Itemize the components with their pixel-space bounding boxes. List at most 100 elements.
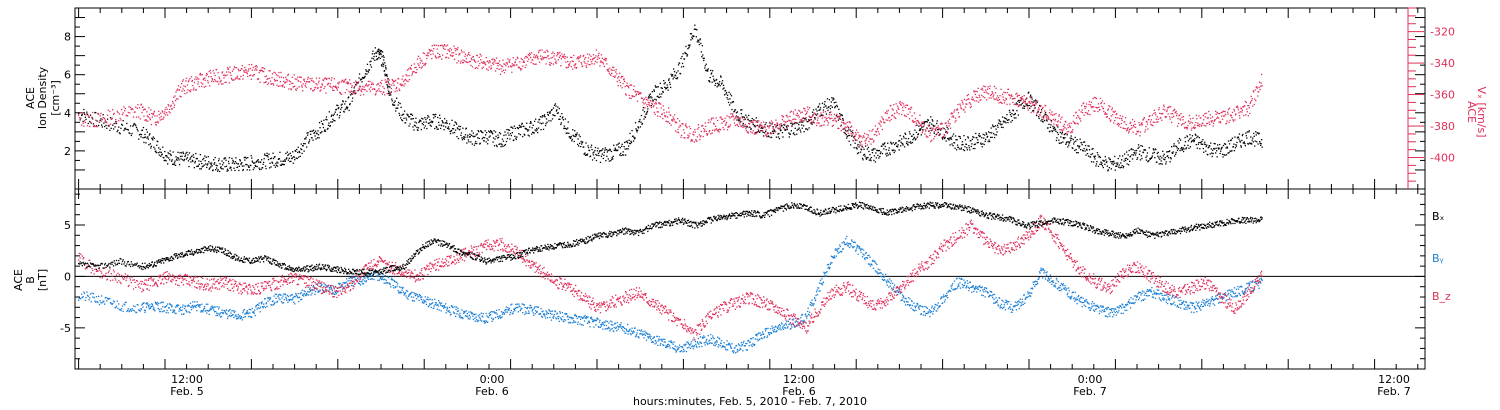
data-point [1094,158,1096,160]
data-point [605,148,607,151]
data-point [564,57,566,60]
data-point [206,72,208,75]
data-point [1148,118,1150,121]
data-point [994,92,997,94]
data-point [269,80,272,82]
data-point [128,132,130,134]
data-point [1168,157,1170,159]
data-point [859,142,862,144]
data-point [251,160,253,162]
data-point [81,112,83,114]
data-point [184,155,186,158]
data-point [853,140,855,142]
data-point [87,122,89,125]
data-point [872,148,875,150]
data-point [1193,126,1195,128]
data-point [682,123,684,125]
data-point [915,124,917,127]
data-point [196,157,198,160]
data-point [501,70,503,73]
data-point [726,115,728,117]
data-point [1071,137,1073,140]
data-point [1082,112,1084,114]
data-point [356,82,358,84]
data-point [934,125,936,127]
data-point [922,130,924,132]
data-point [792,111,794,113]
data-point [167,104,169,106]
data-point [1247,143,1249,145]
data-point [924,129,926,131]
data-point [1061,133,1063,135]
data-point [343,111,345,113]
data-point [1005,98,1008,100]
data-point [686,55,688,57]
data-point [306,132,308,134]
data-point [91,117,93,119]
data-point [869,154,871,156]
data-point [840,125,842,127]
data-point [656,107,658,109]
data-point [298,80,300,82]
data-point [466,142,468,144]
data-point [787,116,789,118]
data-point [207,82,209,84]
data-point [227,68,230,70]
data-point [476,133,478,135]
data-point [997,97,1000,99]
data-point [1069,141,1071,143]
data-point [956,109,958,111]
data-point [979,135,981,137]
data-point [1130,124,1133,126]
data-point [531,127,533,129]
data-point [239,159,241,161]
data-point [1120,122,1122,125]
data-point [1039,112,1042,114]
data-point [324,129,326,131]
data-point [539,55,542,57]
data-point [758,126,760,128]
data-point [1029,102,1031,105]
data-point [819,107,822,109]
data-point [1039,114,1041,116]
data-point [846,126,848,129]
data-point [809,116,811,118]
data-point [716,78,718,81]
data-point [355,92,357,94]
data-point [279,164,282,166]
data-point [769,125,771,127]
data-point [610,69,612,71]
data-point [757,128,759,131]
data-point [732,116,735,118]
data-point [443,125,445,127]
data-point [1128,164,1130,166]
data-point [1093,96,1096,98]
data-point [593,57,595,60]
data-point [325,78,328,81]
data-point [807,108,809,111]
data-point [244,66,246,69]
data-point [655,101,657,103]
data-point [519,67,521,70]
data-point [565,61,567,63]
data-point [131,132,133,135]
data-point [175,156,177,158]
data-point [1101,165,1104,167]
data-point [675,77,677,80]
data-point [274,72,277,74]
data-point [178,163,181,166]
data-point [127,128,129,131]
data-point [535,55,537,57]
data-point [832,97,834,99]
data-point [1040,109,1043,111]
data-point [1226,146,1228,148]
data-point [603,59,605,61]
data-point [965,99,968,101]
data-point [597,152,600,155]
data-point [715,82,717,85]
data-point [709,76,711,79]
data-point [1064,133,1066,135]
data-point [207,156,209,158]
data-point [1035,100,1037,102]
data-point [401,78,403,80]
